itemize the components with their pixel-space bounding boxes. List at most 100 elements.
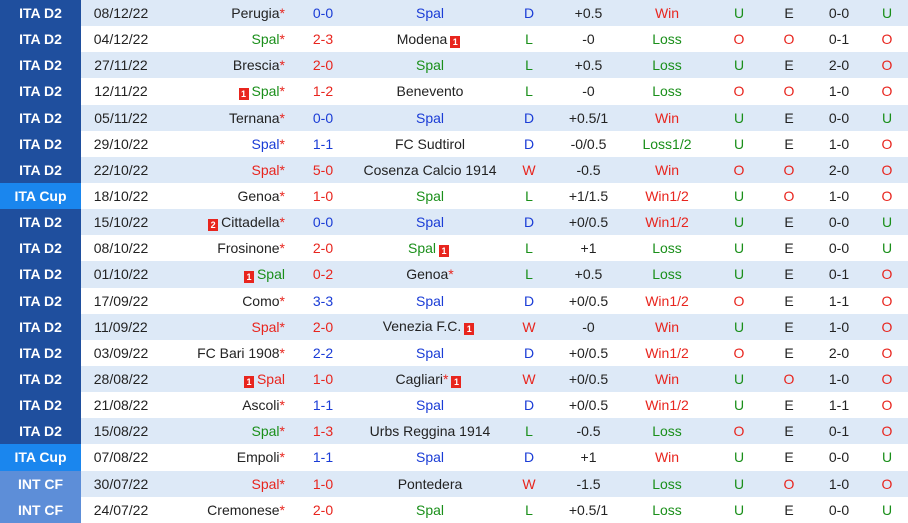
- score-cell[interactable]: 1-1: [289, 130, 357, 157]
- home-team-cell[interactable]: Ternana*: [161, 104, 289, 131]
- away-team-name[interactable]: Benevento: [396, 83, 464, 100]
- table-row[interactable]: ITA D2 03/09/22 FC Bari 1908* 2-2 Spal D +0/0.…: [0, 339, 908, 366]
- league-cell[interactable]: INT CF: [0, 470, 81, 497]
- score-cell[interactable]: 0-0: [289, 0, 357, 27]
- score-cell[interactable]: 0-2: [289, 261, 357, 288]
- away-team-cell[interactable]: Urbs Reggina 1914: [357, 418, 503, 445]
- away-team-name[interactable]: Cagliari: [395, 370, 443, 387]
- away-team-cell[interactable]: Spal: [357, 392, 503, 419]
- away-team-name[interactable]: FC Sudtirol: [394, 135, 466, 152]
- table-row[interactable]: ITA D2 08/12/22 Perugia* 0-0 Spal D +0.5 Win U E 0…: [0, 0, 908, 27]
- away-team-cell[interactable]: Spal: [357, 209, 503, 236]
- score-cell[interactable]: 1-0: [289, 365, 357, 393]
- away-team-name[interactable]: Spal: [415, 109, 445, 126]
- home-team-cell[interactable]: Perugia*: [161, 0, 289, 27]
- table-row[interactable]: ITA D2 05/11/22 Ternana* 0-0 Spal D +0.5/1 Win U…: [0, 104, 908, 131]
- home-team-cell[interactable]: Cremonese*: [161, 496, 289, 523]
- home-team-name[interactable]: Spal: [251, 475, 280, 492]
- home-team-cell[interactable]: Spal*: [161, 156, 289, 183]
- home-team-name[interactable]: Spal: [251, 82, 280, 99]
- home-team-name[interactable]: Spal: [251, 318, 280, 335]
- score-cell[interactable]: 0-0: [289, 209, 357, 236]
- table-row[interactable]: ITA D2 12/11/22 1 Spal* 1-2 Benevento L -0 Loss O…: [0, 78, 908, 105]
- away-team-cell[interactable]: Spal: [357, 104, 503, 131]
- home-team-cell[interactable]: Genoa*: [161, 182, 289, 210]
- score-cell[interactable]: 2-0: [289, 313, 357, 340]
- league-cell[interactable]: ITA D2: [0, 78, 81, 105]
- home-team-name[interactable]: Brescia: [232, 57, 280, 74]
- home-team-name[interactable]: Genoa: [237, 188, 280, 205]
- home-team-cell[interactable]: Spal*: [161, 130, 289, 157]
- table-row[interactable]: ITA D2 15/08/22 Spal* 1-3 Urbs Reggina 1914 L…: [0, 418, 908, 445]
- away-team-cell[interactable]: Spal: [357, 496, 503, 523]
- league-cell[interactable]: ITA D2: [0, 235, 81, 262]
- table-row[interactable]: ITA D2 11/09/22 Spal* 2-0 Venezia F.C. 1 W -0 Wi…: [0, 313, 908, 340]
- home-team-cell[interactable]: Spal*: [161, 313, 289, 340]
- score-cell[interactable]: 3-3: [289, 287, 357, 314]
- away-team-cell[interactable]: Spal: [357, 182, 503, 210]
- home-team-name[interactable]: Spal: [251, 135, 280, 152]
- away-team-name[interactable]: Spal: [415, 344, 445, 361]
- league-cell[interactable]: ITA D2: [0, 156, 81, 183]
- home-team-name[interactable]: Cremonese: [207, 501, 280, 518]
- away-team-cell[interactable]: Benevento: [357, 78, 503, 105]
- away-team-cell[interactable]: Cosenza Calcio 1914: [357, 156, 503, 183]
- away-team-name[interactable]: Venezia F.C.: [382, 318, 462, 335]
- league-cell[interactable]: ITA D2: [0, 0, 81, 27]
- home-team-name[interactable]: Ascoli: [242, 397, 280, 414]
- score-cell[interactable]: 1-0: [289, 470, 357, 497]
- home-team-name[interactable]: FC Bari 1908: [197, 344, 280, 361]
- home-team-name[interactable]: Como: [242, 292, 280, 309]
- league-cell[interactable]: ITA D2: [0, 104, 81, 131]
- away-team-name[interactable]: Modena: [396, 30, 448, 47]
- away-team-cell[interactable]: Cagliari* 1: [357, 365, 503, 393]
- home-team-cell[interactable]: Empoli*: [161, 444, 289, 471]
- league-cell[interactable]: INT CF: [0, 496, 81, 523]
- away-team-cell[interactable]: Spal: [357, 287, 503, 314]
- home-team-name[interactable]: Spal: [251, 423, 280, 440]
- score-cell[interactable]: 1-2: [289, 78, 357, 105]
- home-team-cell[interactable]: 1 Spal*: [161, 78, 289, 105]
- league-cell[interactable]: ITA D2: [0, 313, 81, 340]
- league-cell[interactable]: ITA D2: [0, 52, 81, 79]
- away-team-cell[interactable]: Spal: [357, 444, 503, 471]
- away-team-name[interactable]: Spal: [415, 292, 445, 309]
- home-team-name[interactable]: Perugia: [231, 5, 280, 22]
- table-row[interactable]: ITA D2 04/12/22 Spal* 2-3 Modena 1 L -0 Loss O O 0-…: [0, 26, 908, 53]
- away-team-cell[interactable]: Pontedera: [357, 470, 503, 497]
- home-team-name[interactable]: Spal: [251, 31, 280, 48]
- score-cell[interactable]: 2-3: [289, 26, 357, 53]
- away-team-cell[interactable]: Venezia F.C. 1: [357, 313, 503, 340]
- home-team-cell[interactable]: Spal*: [161, 26, 289, 53]
- home-team-cell[interactable]: Brescia*: [161, 52, 289, 79]
- home-team-cell[interactable]: Ascoli*: [161, 392, 289, 419]
- table-row[interactable]: ITA D2 21/08/22 Ascoli* 1-1 Spal D +0/0.5 Win1/…: [0, 392, 908, 419]
- table-row[interactable]: ITA D2 15/10/22 2 Cittadella* 0-0 Spal D +0/0.5…: [0, 209, 908, 236]
- home-team-cell[interactable]: Spal*: [161, 418, 289, 445]
- away-team-name[interactable]: Spal: [415, 214, 445, 231]
- league-cell[interactable]: ITA D2: [0, 209, 81, 236]
- score-cell[interactable]: 0-0: [289, 104, 357, 131]
- home-team-name[interactable]: Cittadella: [221, 213, 280, 230]
- away-team-name[interactable]: Spal: [407, 239, 437, 256]
- away-team-cell[interactable]: Modena 1: [357, 26, 503, 53]
- home-team-cell[interactable]: 1 Spal: [161, 365, 289, 393]
- league-cell[interactable]: ITA D2: [0, 392, 81, 419]
- away-team-cell[interactable]: Spal: [357, 0, 503, 27]
- away-team-cell[interactable]: Spal: [357, 52, 503, 79]
- away-team-name[interactable]: Genoa: [406, 266, 449, 283]
- table-row[interactable]: ITA D2 22/10/22 Spal* 5-0 Cosenza Calcio 191…: [0, 156, 908, 183]
- home-team-name[interactable]: Empoli: [236, 449, 280, 466]
- away-team-name[interactable]: Cosenza Calcio 1914: [363, 161, 497, 178]
- away-team-name[interactable]: Spal: [415, 501, 445, 518]
- away-team-cell[interactable]: Spal: [357, 339, 503, 366]
- away-team-cell[interactable]: Spal 1: [357, 235, 503, 262]
- score-cell[interactable]: 2-0: [289, 496, 357, 523]
- home-team-cell[interactable]: FC Bari 1908*: [161, 339, 289, 366]
- home-team-cell[interactable]: Como*: [161, 287, 289, 314]
- home-team-cell[interactable]: Spal*: [161, 470, 289, 497]
- league-cell[interactable]: ITA D2: [0, 418, 81, 445]
- table-row[interactable]: ITA D2 17/09/22 Como* 3-3 Spal D +0/0.5 Win1/2 O…: [0, 287, 908, 314]
- home-team-name[interactable]: Spal: [256, 370, 285, 387]
- away-team-name[interactable]: Spal: [415, 188, 445, 205]
